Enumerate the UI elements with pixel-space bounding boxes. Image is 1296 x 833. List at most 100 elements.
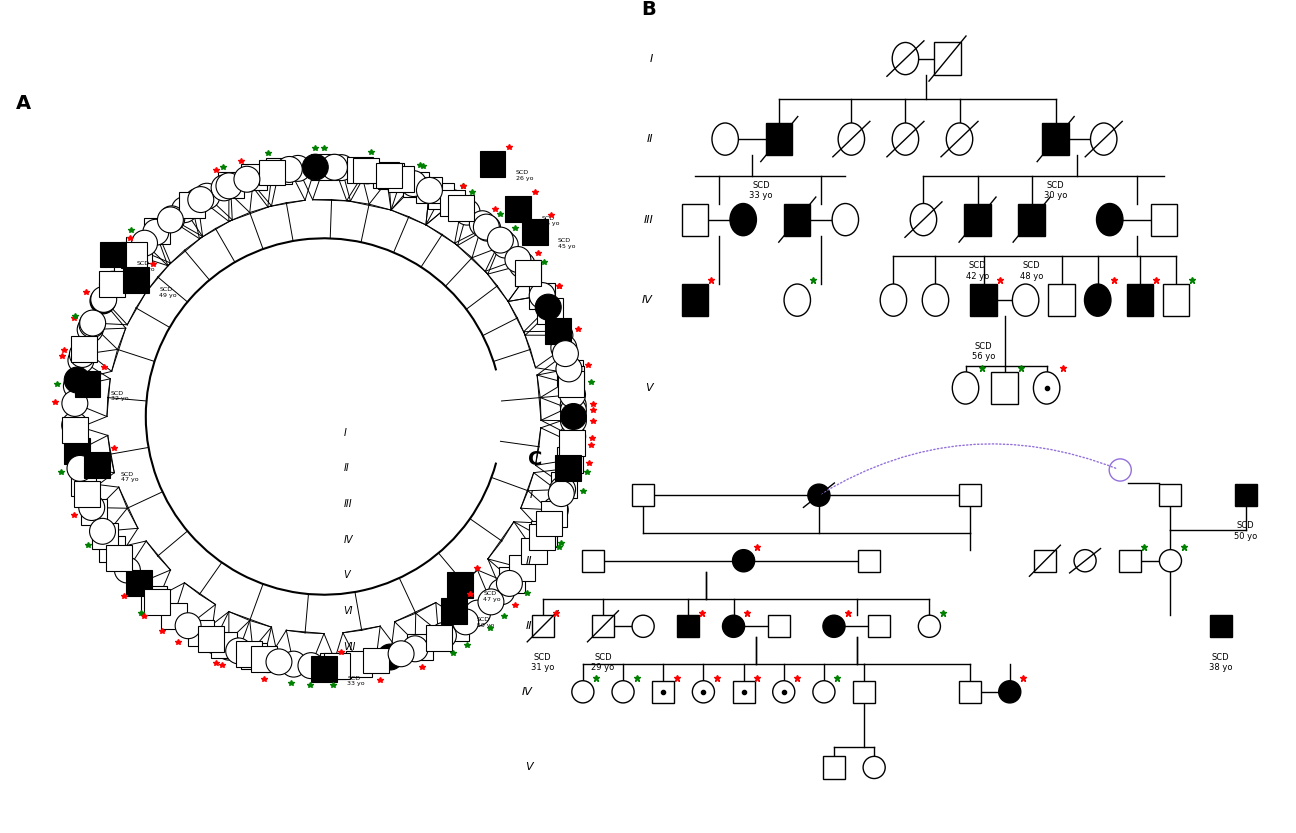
Circle shape xyxy=(67,456,93,481)
Circle shape xyxy=(722,616,745,637)
Bar xyxy=(1042,123,1069,155)
Circle shape xyxy=(823,616,845,637)
Bar xyxy=(179,192,205,218)
Text: SCD
46 yo: SCD 46 yo xyxy=(542,216,560,227)
Bar xyxy=(521,219,547,245)
Circle shape xyxy=(354,157,380,184)
Circle shape xyxy=(143,219,168,245)
Circle shape xyxy=(692,681,714,703)
Circle shape xyxy=(1074,550,1096,571)
Circle shape xyxy=(535,294,561,320)
Circle shape xyxy=(79,495,105,521)
Bar xyxy=(509,555,535,581)
Bar xyxy=(858,550,880,571)
Bar xyxy=(971,284,997,317)
Circle shape xyxy=(80,310,106,336)
Bar xyxy=(1209,616,1231,637)
Circle shape xyxy=(175,613,201,639)
Bar xyxy=(426,625,452,651)
Circle shape xyxy=(1012,284,1039,317)
Circle shape xyxy=(62,391,88,416)
Bar xyxy=(682,284,709,317)
Circle shape xyxy=(910,203,937,236)
Circle shape xyxy=(235,167,260,192)
Circle shape xyxy=(328,155,354,181)
Circle shape xyxy=(454,199,480,225)
Circle shape xyxy=(772,681,794,703)
Text: SCD
31 yo: SCD 31 yo xyxy=(531,652,555,672)
Bar xyxy=(211,632,237,658)
Circle shape xyxy=(730,203,757,236)
Circle shape xyxy=(560,408,586,434)
Text: SCD
45 yo: SCD 45 yo xyxy=(557,238,575,249)
Bar xyxy=(823,756,845,779)
Circle shape xyxy=(298,653,324,679)
Bar xyxy=(266,158,292,184)
Circle shape xyxy=(1085,284,1111,317)
Text: SCD
33 yo: SCD 33 yo xyxy=(347,676,365,686)
Circle shape xyxy=(560,392,586,418)
Circle shape xyxy=(89,288,115,314)
Bar xyxy=(557,360,583,387)
Bar xyxy=(71,337,97,362)
Text: SCD
50 yo: SCD 50 yo xyxy=(1234,521,1257,541)
Bar xyxy=(100,272,126,297)
Circle shape xyxy=(194,183,220,209)
Text: IV: IV xyxy=(643,295,653,305)
Circle shape xyxy=(556,356,582,382)
Text: SCD
29 yo: SCD 29 yo xyxy=(591,652,614,672)
Text: SCD
22 yo: SCD 22 yo xyxy=(136,261,154,272)
Circle shape xyxy=(529,282,555,308)
Bar xyxy=(480,151,505,177)
Text: SCD
30 yo: SCD 30 yo xyxy=(1045,181,1068,200)
Bar xyxy=(74,481,100,506)
Bar xyxy=(347,157,373,182)
Bar xyxy=(241,643,267,669)
Bar xyxy=(531,521,557,546)
Bar xyxy=(311,154,337,180)
Bar xyxy=(934,42,960,75)
Bar xyxy=(582,550,604,571)
Circle shape xyxy=(439,190,465,216)
Circle shape xyxy=(469,211,495,237)
Circle shape xyxy=(946,123,973,155)
Bar xyxy=(439,190,465,216)
Circle shape xyxy=(547,322,573,348)
Bar xyxy=(141,586,167,612)
Bar xyxy=(443,615,469,641)
Bar xyxy=(555,456,581,481)
Circle shape xyxy=(923,284,949,317)
Text: III: III xyxy=(643,215,653,225)
Bar xyxy=(559,430,584,456)
Bar xyxy=(353,157,378,183)
Circle shape xyxy=(400,171,426,197)
Bar xyxy=(144,589,170,615)
Circle shape xyxy=(919,616,941,637)
Circle shape xyxy=(880,284,907,317)
Bar xyxy=(100,242,126,267)
Circle shape xyxy=(65,367,91,393)
Text: II: II xyxy=(343,463,349,473)
Circle shape xyxy=(892,123,919,155)
Circle shape xyxy=(67,347,93,373)
Text: II: II xyxy=(647,134,653,144)
Bar xyxy=(546,318,572,344)
Text: SCD
33 yo: SCD 33 yo xyxy=(749,181,772,200)
Bar xyxy=(868,616,890,637)
Circle shape xyxy=(712,123,739,155)
Bar xyxy=(732,681,754,703)
Bar xyxy=(678,616,700,637)
Circle shape xyxy=(572,681,594,703)
Circle shape xyxy=(813,681,835,703)
Bar xyxy=(114,250,140,276)
Text: SCD
50 yo: SCD 50 yo xyxy=(477,617,494,628)
Circle shape xyxy=(473,214,499,240)
Bar xyxy=(505,197,531,222)
Bar xyxy=(521,538,547,564)
Bar xyxy=(80,500,106,526)
Bar xyxy=(407,634,433,660)
Circle shape xyxy=(892,42,919,75)
Circle shape xyxy=(612,681,634,703)
Circle shape xyxy=(171,197,197,222)
Text: II: II xyxy=(526,621,533,631)
